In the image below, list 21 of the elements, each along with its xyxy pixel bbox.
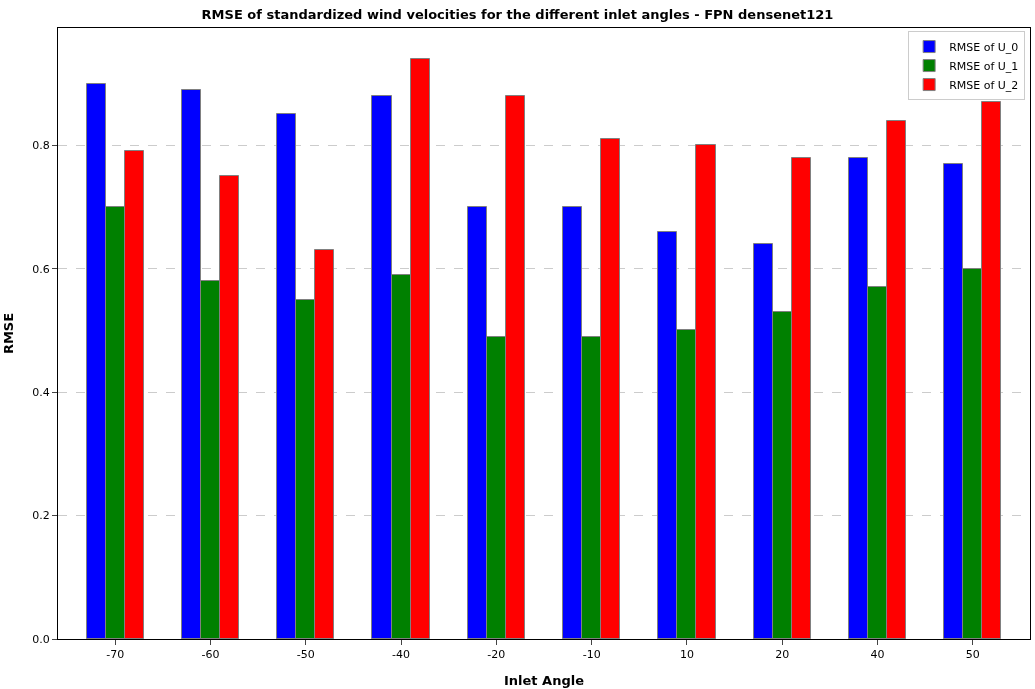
x-axis-title: Inlet Angle bbox=[504, 672, 585, 688]
y-tick-label: 0.0 bbox=[32, 632, 50, 646]
x-tick-label: -60 bbox=[201, 648, 220, 662]
x-tick-label: 50 bbox=[965, 648, 980, 662]
x-tick-label: -50 bbox=[296, 648, 315, 662]
y-tick-label: 0.6 bbox=[32, 262, 50, 276]
x-tick-label: -70 bbox=[106, 648, 125, 662]
x-tick-label: 40 bbox=[870, 648, 885, 662]
y-axis-title: RMSE bbox=[1, 312, 17, 355]
legend-label: RMSE of U_2 bbox=[949, 78, 1019, 92]
y-tick-label: 0.8 bbox=[32, 139, 50, 153]
y-tick-label: 0.4 bbox=[32, 385, 50, 399]
x-tick-label: -40 bbox=[392, 648, 411, 662]
legend-label: RMSE of U_0 bbox=[949, 40, 1019, 54]
x-tick-label: -10 bbox=[582, 648, 601, 662]
x-tick-label: -20 bbox=[487, 648, 506, 662]
chart-title: RMSE of standardized wind velocities for the different inlet angles - FPN densenet121 bbox=[201, 7, 834, 23]
y-tick-label: 0.2 bbox=[32, 509, 50, 523]
legend-label: RMSE of U_1 bbox=[949, 59, 1019, 73]
x-tick-label: 10 bbox=[679, 648, 694, 662]
x-tick-label: 20 bbox=[775, 648, 790, 662]
